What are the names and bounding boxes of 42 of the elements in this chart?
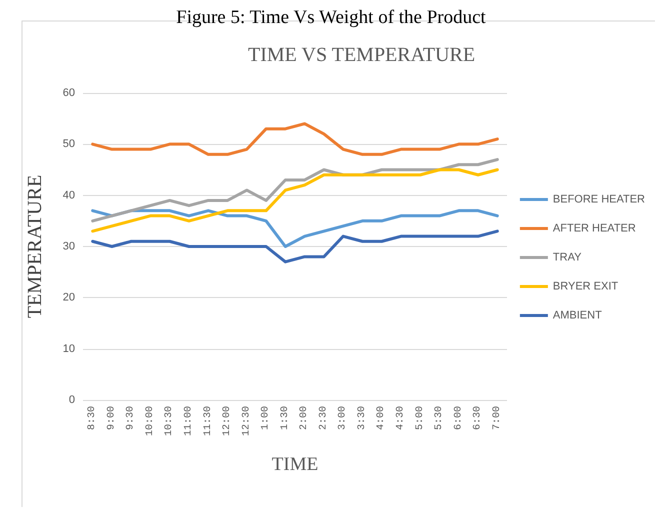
x-tick-label: 4:00 [376,406,388,430]
x-tick-label: 6:30 [472,406,484,430]
x-tick-label: 9:00 [106,406,118,430]
line-series [91,122,499,156]
x-tick-label: 5:00 [414,406,426,430]
x-tick-label: 1:00 [260,406,272,430]
y-tick-label: 30 [62,240,75,252]
y-tick-label: 40 [62,189,75,202]
y-tick-label: 10 [62,342,75,355]
x-tick-label: 8:30 [87,406,98,430]
legend-label: BRYER EXIT [552,280,618,292]
y-tick-label: 50 [62,138,75,150]
y-tick-label: 0 [68,394,75,406]
y-tick-label: 60 [62,87,75,99]
x-tick-label: 3:30 [356,406,368,430]
y-tick-label: 20 [62,292,75,304]
x-axis-title: TIME [272,454,318,475]
x-tick-label: 2:30 [318,406,330,430]
x-tick-label: 7:00 [492,406,503,430]
x-tick-label: 5:30 [434,406,446,430]
legend-label: BEFORE HEATER [552,194,646,206]
x-tick-label: 11:00 [184,406,194,436]
caption: Figure 5: Time Vs Weight of the Product [176,7,487,28]
x-tick-label: 3:00 [338,406,349,430]
legend-label: TRAY [552,252,582,264]
x-tick-label: 11:30 [202,406,214,436]
y-axis-title: TEMPERATURE [24,174,46,318]
chart-title: TIME VS TEMPERATURE [248,44,476,66]
x-tick-label: 10:00 [144,406,156,436]
x-tick-label: 2:00 [299,406,310,430]
line-series [91,209,499,248]
legend-label: AMBIENT [552,310,602,322]
x-tick-label: 4:30 [396,406,406,430]
x-tick-label: 12:00 [222,406,234,436]
x-tick-label: 1:30 [280,406,291,430]
legend-label: AFTER HEATER [552,222,636,234]
x-tick-label: 10:30 [164,406,176,436]
x-tick-label: 12:30 [241,406,252,436]
line-series [91,230,499,264]
x-tick-label: 9:30 [126,406,137,430]
x-tick-label: 6:00 [453,406,464,430]
line-series [91,168,499,233]
